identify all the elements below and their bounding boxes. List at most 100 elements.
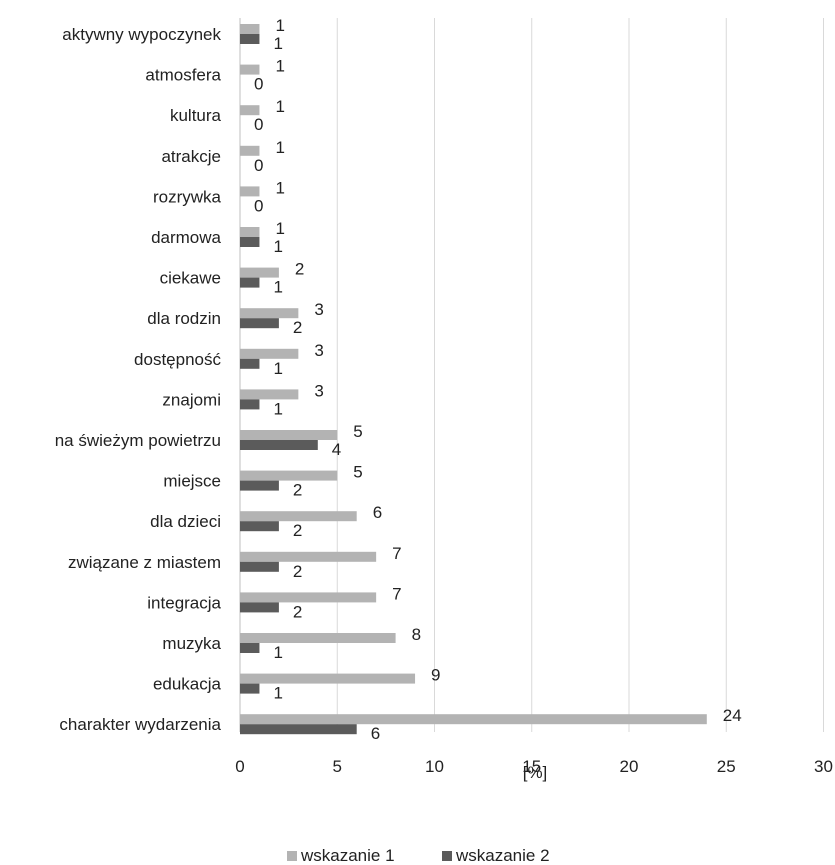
bar-wskazanie-2 bbox=[240, 277, 260, 288]
x-tick-label: 25 bbox=[717, 757, 736, 776]
data-label-wskazanie-1: 8 bbox=[412, 625, 421, 644]
data-label-wskazanie-1: 1 bbox=[275, 97, 284, 116]
x-tick-label: 15 bbox=[522, 757, 541, 776]
bar-wskazanie-1 bbox=[240, 267, 279, 278]
x-tick-labels: 0 5 10 15 20 25 30 bbox=[235, 757, 833, 776]
bar-wskazanie-2 bbox=[240, 602, 279, 613]
category-label: na świeżym powietrzu bbox=[55, 431, 221, 450]
bar-wskazanie-1 bbox=[240, 633, 396, 643]
bar-wskazanie-2 bbox=[240, 318, 279, 329]
data-label-wskazanie-1: 1 bbox=[275, 16, 284, 35]
category-label: rozrywka bbox=[153, 187, 222, 206]
data-label-wskazanie-2: 1 bbox=[273, 643, 282, 662]
bar-wskazanie-1 bbox=[240, 145, 260, 156]
bar-wskazanie-1 bbox=[240, 592, 377, 603]
bar-wskazanie-2 bbox=[240, 34, 260, 44]
data-label-wskazanie-1: 2 bbox=[295, 260, 304, 279]
data-label-wskazanie-2: 1 bbox=[273, 399, 282, 418]
bar-wskazanie-1 bbox=[240, 551, 377, 562]
x-tick-label: 20 bbox=[620, 757, 639, 776]
category-label: integracja bbox=[147, 593, 221, 612]
legend-swatch-1 bbox=[287, 851, 297, 861]
data-label-wskazanie-1: 3 bbox=[314, 300, 323, 319]
category-label: charakter wydarzenia bbox=[59, 715, 221, 734]
category-label: związane z miastem bbox=[68, 553, 221, 572]
bar-wskazanie-2 bbox=[240, 480, 279, 491]
x-tick-label: 30 bbox=[814, 757, 833, 776]
bar-wskazanie-2 bbox=[240, 561, 279, 572]
bar-wskazanie-1 bbox=[240, 308, 299, 319]
bar-wskazanie-1 bbox=[240, 470, 338, 481]
category-label: dla dzieci bbox=[150, 512, 221, 531]
legend-label-2: wskazanie 2 bbox=[455, 846, 550, 865]
data-label-wskazanie-1: 3 bbox=[314, 381, 323, 400]
category-label: aktywny wypoczynek bbox=[62, 25, 221, 44]
bar-wskazanie-2 bbox=[240, 358, 260, 369]
data-label-wskazanie-1: 1 bbox=[275, 138, 284, 157]
category-label: znajomi bbox=[162, 390, 221, 409]
x-tick-label: 0 bbox=[235, 757, 244, 776]
data-label-wskazanie-2: 0 bbox=[254, 115, 263, 134]
bar-wskazanie-1 bbox=[240, 348, 299, 359]
bar-wskazanie-1 bbox=[240, 105, 260, 116]
data-label-wskazanie-2: 1 bbox=[273, 34, 282, 53]
data-label-wskazanie-1: 5 bbox=[353, 463, 362, 482]
bar-wskazanie-2 bbox=[240, 683, 260, 694]
data-label-wskazanie-1: 9 bbox=[431, 666, 440, 685]
bars bbox=[240, 24, 707, 735]
bar-wskazanie-1 bbox=[240, 227, 260, 237]
bar-wskazanie-1 bbox=[240, 714, 707, 725]
data-label-wskazanie-2: 4 bbox=[332, 440, 341, 459]
bar-wskazanie-1 bbox=[240, 511, 357, 522]
bar-wskazanie-2 bbox=[240, 643, 260, 653]
bar-wskazanie-2 bbox=[240, 521, 279, 532]
data-label-wskazanie-2: 0 bbox=[254, 75, 263, 94]
data-label-wskazanie-2: 6 bbox=[371, 724, 380, 743]
category-label: edukacja bbox=[153, 675, 222, 694]
category-label: ciekawe bbox=[160, 269, 221, 288]
bar-wskazanie-1 bbox=[240, 389, 299, 400]
category-label: muzyka bbox=[162, 634, 221, 653]
category-label: dostępność bbox=[134, 350, 221, 369]
x-tick-label: 5 bbox=[333, 757, 342, 776]
data-label-wskazanie-2: 0 bbox=[254, 196, 263, 215]
category-label: miejsce bbox=[163, 472, 221, 491]
data-label-wskazanie-2: 2 bbox=[293, 318, 302, 337]
data-label-wskazanie-1: 3 bbox=[314, 341, 323, 360]
bar-wskazanie-2 bbox=[240, 440, 318, 450]
data-label-wskazanie-2: 1 bbox=[273, 359, 282, 378]
bar-wskazanie-2 bbox=[240, 237, 260, 247]
data-label-wskazanie-2: 2 bbox=[293, 521, 302, 540]
bar-wskazanie-1 bbox=[240, 186, 260, 197]
data-label-wskazanie-2: 1 bbox=[273, 278, 282, 297]
data-label-wskazanie-1: 1 bbox=[275, 57, 284, 76]
bar-wskazanie-1 bbox=[240, 64, 260, 75]
category-labels: aktywny wypoczynek atmosfera kultura atrakc… bbox=[55, 25, 222, 734]
bar-wskazanie-2 bbox=[240, 724, 357, 735]
data-label-wskazanie-1: 7 bbox=[392, 584, 401, 603]
legend: wskazanie 1 wskazanie 2 bbox=[287, 846, 550, 865]
legend-label-1: wskazanie 1 bbox=[300, 846, 395, 865]
gridlines bbox=[239, 18, 824, 732]
data-label-wskazanie-2: 2 bbox=[293, 602, 302, 621]
data-label-wskazanie-2: 1 bbox=[273, 237, 282, 256]
bar-wskazanie-1 bbox=[240, 24, 260, 34]
data-label-wskazanie-1: 1 bbox=[275, 219, 284, 238]
category-label: atmosfera bbox=[145, 66, 221, 85]
bar-wskazanie-1 bbox=[240, 430, 338, 440]
data-label-wskazanie-2: 0 bbox=[254, 156, 263, 175]
data-label-wskazanie-1: 6 bbox=[373, 503, 382, 522]
bar-wskazanie-1 bbox=[240, 673, 416, 684]
category-label: kultura bbox=[170, 106, 222, 125]
data-label-wskazanie-2: 1 bbox=[273, 684, 282, 703]
bar-wskazanie-2 bbox=[240, 399, 260, 410]
legend-swatch-2 bbox=[442, 851, 452, 861]
category-label: dla rodzin bbox=[147, 309, 221, 328]
x-axis-title: [%] bbox=[523, 763, 548, 782]
data-label-wskazanie-1: 1 bbox=[275, 178, 284, 197]
x-tick-label: 10 bbox=[425, 757, 444, 776]
category-label: darmowa bbox=[151, 228, 221, 247]
category-label: atrakcje bbox=[161, 147, 221, 166]
